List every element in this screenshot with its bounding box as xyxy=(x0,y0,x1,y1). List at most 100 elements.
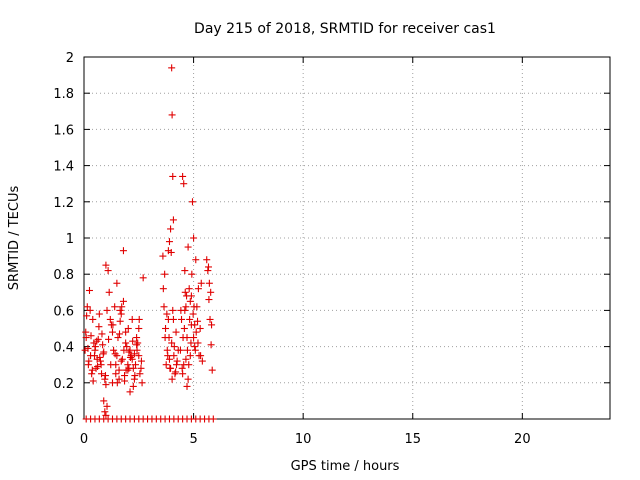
data-point xyxy=(88,370,96,378)
data-point xyxy=(104,267,112,275)
data-point xyxy=(207,341,215,349)
data-point xyxy=(165,238,173,246)
y-tick-label: 1.4 xyxy=(53,160,74,175)
data-point xyxy=(170,343,178,351)
data-point xyxy=(160,303,168,311)
y-tick-label: 0.4 xyxy=(53,341,74,356)
data-point xyxy=(94,335,102,343)
data-point xyxy=(204,263,212,271)
data-point xyxy=(135,352,143,360)
data-point xyxy=(138,379,146,387)
y-tick-label: 0 xyxy=(66,413,74,428)
data-point xyxy=(167,225,175,233)
data-point xyxy=(187,321,195,329)
data-point xyxy=(85,357,93,365)
data-points xyxy=(81,64,217,423)
data-point xyxy=(91,343,99,351)
data-point xyxy=(186,352,194,360)
data-point xyxy=(98,370,106,378)
data-point xyxy=(85,286,93,294)
data-point xyxy=(102,411,110,419)
data-point xyxy=(179,334,187,342)
data-point xyxy=(102,381,110,389)
data-point xyxy=(203,256,211,264)
data-point xyxy=(161,270,169,278)
data-point xyxy=(100,397,108,405)
data-point xyxy=(176,346,184,354)
data-point xyxy=(128,315,136,323)
data-point xyxy=(96,353,104,361)
data-point xyxy=(105,335,113,343)
data-point xyxy=(191,346,199,354)
data-point xyxy=(172,368,180,376)
data-point xyxy=(169,306,177,314)
data-point xyxy=(139,274,147,282)
data-point xyxy=(87,332,95,340)
data-point xyxy=(133,334,141,342)
data-point xyxy=(137,357,145,365)
x-tick-label: 15 xyxy=(404,432,421,447)
data-point xyxy=(122,339,130,347)
data-point xyxy=(136,370,144,378)
data-point xyxy=(185,285,193,293)
data-point xyxy=(197,352,205,360)
data-point xyxy=(123,343,131,351)
data-point xyxy=(129,337,137,345)
y-tick-label: 2 xyxy=(66,51,74,66)
data-point xyxy=(120,346,128,354)
data-point xyxy=(125,348,133,356)
data-point xyxy=(187,339,195,347)
data-point xyxy=(114,334,122,342)
data-point xyxy=(208,366,216,374)
data-point xyxy=(91,352,99,360)
data-point xyxy=(117,310,125,318)
data-point xyxy=(188,270,196,278)
y-tick-label: 1.2 xyxy=(53,196,74,211)
data-point xyxy=(180,325,188,332)
data-point xyxy=(182,355,190,363)
data-point xyxy=(112,370,120,378)
data-point xyxy=(95,323,103,331)
data-point xyxy=(99,350,107,358)
data-point xyxy=(111,350,119,358)
data-point xyxy=(116,306,124,314)
y-axis: 0 0.2 0.4 0.6 0.8 1 1.2 1.4 1.6 1.8 2 xyxy=(53,51,610,428)
data-point xyxy=(192,256,200,264)
data-point xyxy=(168,339,176,347)
data-point xyxy=(206,315,214,323)
data-point xyxy=(82,328,90,336)
data-point xyxy=(96,357,104,365)
data-point xyxy=(101,408,109,416)
data-point xyxy=(129,382,137,390)
data-point xyxy=(111,303,119,311)
data-point xyxy=(196,325,204,332)
data-point xyxy=(181,267,189,275)
data-point xyxy=(205,296,213,304)
data-point xyxy=(94,363,102,371)
y-tick-label: 1 xyxy=(66,232,74,247)
data-point xyxy=(186,297,194,305)
y-tick-label: 1.8 xyxy=(53,87,74,102)
data-point xyxy=(119,297,127,305)
data-point xyxy=(132,361,140,369)
data-point xyxy=(126,388,134,396)
y-tick-label: 0.8 xyxy=(53,268,74,283)
data-point xyxy=(137,364,145,372)
data-point xyxy=(181,306,189,314)
data-point xyxy=(180,180,188,188)
data-point xyxy=(172,361,180,369)
data-point xyxy=(159,252,167,260)
data-point xyxy=(130,350,138,358)
data-point xyxy=(118,303,126,311)
data-point xyxy=(192,328,200,336)
data-point xyxy=(115,366,123,374)
x-axis-label: GPS time / hours xyxy=(291,459,400,474)
data-point xyxy=(169,172,177,180)
data-point xyxy=(169,315,177,323)
data-point xyxy=(205,279,213,287)
x-tick-label: 5 xyxy=(189,432,197,447)
data-point xyxy=(164,247,172,255)
data-point xyxy=(165,334,173,342)
data-point xyxy=(191,343,199,351)
